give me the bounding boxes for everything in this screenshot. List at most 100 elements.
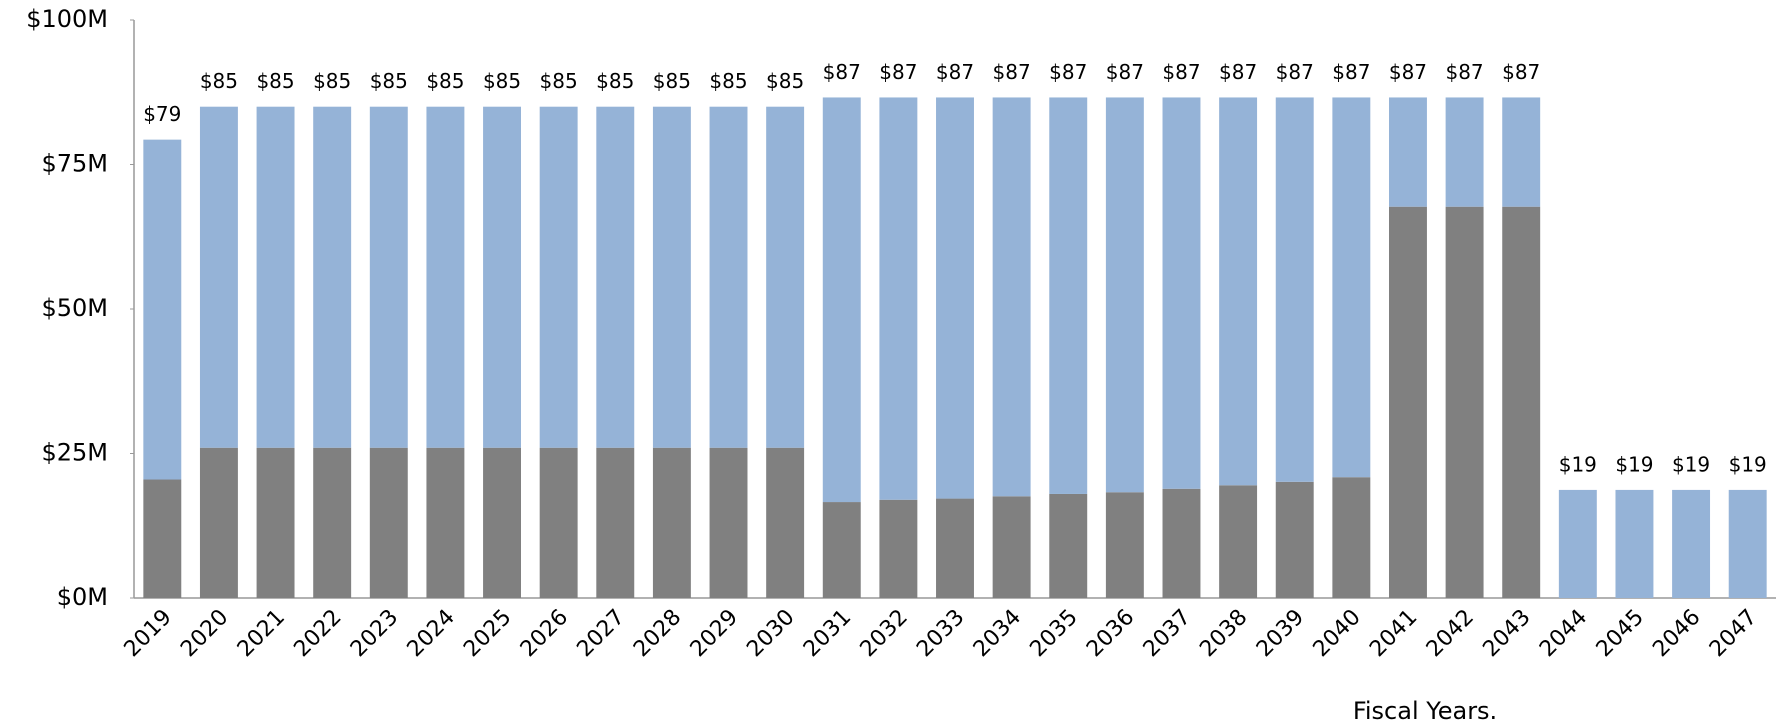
- bar-segment: [936, 97, 974, 499]
- total-label: $85: [766, 69, 804, 93]
- total-label: $85: [653, 69, 691, 93]
- bar-segment: [1445, 206, 1484, 598]
- total-label: $87: [823, 60, 861, 84]
- total-label: $87: [993, 60, 1031, 84]
- bar-segment: [1502, 206, 1541, 598]
- total-label: $85: [709, 69, 747, 93]
- bar-segment: [652, 106, 691, 448]
- bar-segment: [256, 106, 295, 448]
- x-tick-label: 2040: [1309, 605, 1366, 662]
- x-tick-label: 2037: [1139, 605, 1196, 662]
- bar-segment: [483, 447, 522, 598]
- bar-segment: [1275, 481, 1314, 598]
- bar-segment: [143, 479, 182, 598]
- bar-segment: [539, 106, 578, 448]
- total-label: $85: [540, 69, 578, 93]
- bar-segment: [313, 447, 352, 598]
- bar-segment: [199, 106, 238, 448]
- bar-segment: [256, 447, 295, 598]
- x-tick-label: 2022: [289, 605, 346, 662]
- total-label: $87: [1276, 60, 1314, 84]
- y-tick-label: $50M: [41, 294, 108, 322]
- x-tick-label: 2039: [1252, 605, 1309, 662]
- bar-segment: [992, 496, 1031, 598]
- bar-segment: [1728, 489, 1767, 598]
- bar-segment: [596, 106, 635, 448]
- x-tick-label: 2044: [1535, 605, 1592, 662]
- bar-segment: [1332, 97, 1371, 478]
- total-label: $87: [1049, 60, 1087, 84]
- bar-segment: [652, 447, 691, 598]
- bar-segment: [1219, 97, 1258, 486]
- total-label: $85: [426, 69, 464, 93]
- x-tick-label: 2046: [1648, 605, 1705, 662]
- x-tick-label: 2038: [1195, 605, 1252, 662]
- total-label: $87: [1332, 60, 1370, 84]
- total-label: $87: [1502, 60, 1540, 84]
- total-label: $85: [313, 69, 351, 93]
- bar-segment: [709, 447, 748, 598]
- bar-segment: [369, 447, 408, 598]
- bar-segment: [709, 106, 748, 448]
- x-tick-label: 2045: [1592, 605, 1649, 662]
- bar-segment: [313, 106, 352, 448]
- bar-segment: [1558, 489, 1597, 598]
- bar-segment: [1219, 485, 1258, 598]
- total-label: $85: [370, 69, 408, 93]
- total-label: $19: [1729, 452, 1767, 476]
- total-label: $87: [936, 60, 974, 84]
- x-tick-label: 2020: [176, 605, 233, 662]
- bar-segment: [822, 502, 861, 598]
- total-label: $19: [1615, 452, 1653, 476]
- bar-segment: [766, 447, 805, 598]
- x-tick-label: 2033: [912, 605, 969, 662]
- x-tick-label: 2036: [1082, 605, 1139, 662]
- bar-segment: [879, 499, 918, 598]
- x-tick-label: 2023: [346, 605, 403, 662]
- bar-segment: [426, 106, 465, 448]
- bar-segment: [1672, 489, 1711, 598]
- bar-segment: [1105, 97, 1144, 493]
- total-label: $87: [1162, 60, 1200, 84]
- total-label: $85: [200, 69, 238, 93]
- x-tick-label: 2021: [233, 605, 290, 662]
- x-tick-label: 2019: [120, 605, 177, 662]
- bar-segment: [1388, 206, 1427, 598]
- bar-segment: [426, 447, 465, 598]
- x-tick-label: 2042: [1422, 605, 1479, 662]
- bar-segment: [992, 97, 1031, 497]
- x-tick-label: 2030: [742, 605, 799, 662]
- bar-segment: [199, 447, 238, 598]
- bar-segment: [369, 106, 408, 448]
- x-tick-label: 2026: [516, 605, 573, 662]
- bar-segment: [1105, 492, 1144, 598]
- bar-segment: [822, 97, 861, 503]
- x-tick-label: 2043: [1478, 605, 1535, 662]
- bar-segment: [596, 447, 635, 598]
- x-tick-label: 2041: [1365, 605, 1422, 662]
- total-label: $87: [1389, 60, 1427, 84]
- total-label: $87: [879, 60, 917, 84]
- bar-segment: [1388, 97, 1427, 207]
- y-tick-label: $0M: [57, 583, 108, 611]
- bar-segment: [879, 97, 918, 500]
- total-label: $87: [1106, 60, 1144, 84]
- total-label: $19: [1559, 452, 1597, 476]
- y-tick-label: $75M: [41, 150, 108, 178]
- x-tick-label: 2027: [572, 605, 629, 662]
- total-label: $87: [1445, 60, 1483, 84]
- x-tick-label: 2035: [1025, 605, 1082, 662]
- y-tick-label: $100M: [26, 5, 108, 33]
- bar-segment: [143, 139, 182, 480]
- bar-segment: [483, 106, 522, 448]
- bar-segment: [766, 106, 805, 448]
- bar-segment: [1445, 97, 1484, 207]
- x-tick-label: 2034: [969, 605, 1026, 662]
- total-label: $19: [1672, 452, 1710, 476]
- x-tick-label: 2032: [856, 605, 913, 662]
- x-tick-label: 2029: [686, 605, 743, 662]
- x-tick-label: 2047: [1705, 605, 1762, 662]
- x-tick-label: 2024: [403, 605, 460, 662]
- x-axis-title: Fiscal Years.: [1353, 697, 1497, 725]
